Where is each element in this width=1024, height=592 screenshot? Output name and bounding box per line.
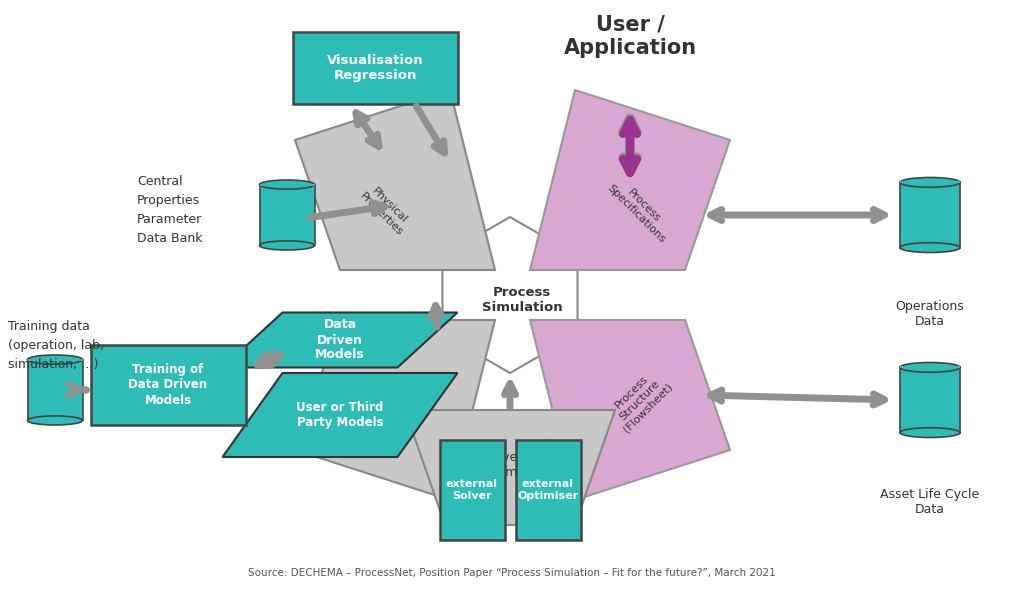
Text: User /
Application: User / Application xyxy=(563,15,696,58)
Polygon shape xyxy=(222,313,458,368)
Text: User or Third
Party Models: User or Third Party Models xyxy=(296,401,384,429)
Polygon shape xyxy=(222,373,458,457)
Ellipse shape xyxy=(28,355,83,364)
Text: Training of
Data Driven
Models: Training of Data Driven Models xyxy=(128,363,208,407)
FancyBboxPatch shape xyxy=(293,32,458,104)
Ellipse shape xyxy=(900,178,961,187)
Polygon shape xyxy=(530,90,730,270)
Polygon shape xyxy=(442,217,578,373)
FancyBboxPatch shape xyxy=(900,368,961,433)
Text: Process
Unit Models: Process Unit Models xyxy=(359,374,421,436)
Text: Operations
Data: Operations Data xyxy=(896,300,965,328)
Text: Process
Simulation: Process Simulation xyxy=(481,286,562,314)
Ellipse shape xyxy=(900,428,961,437)
Polygon shape xyxy=(295,320,495,500)
Polygon shape xyxy=(406,410,615,525)
Ellipse shape xyxy=(259,180,314,189)
Text: Visualisation
Regression: Visualisation Regression xyxy=(327,54,423,82)
FancyBboxPatch shape xyxy=(259,184,314,185)
Polygon shape xyxy=(295,90,495,270)
Ellipse shape xyxy=(259,241,314,250)
Ellipse shape xyxy=(900,362,961,372)
FancyBboxPatch shape xyxy=(900,366,961,368)
FancyBboxPatch shape xyxy=(515,440,581,540)
Ellipse shape xyxy=(28,416,83,425)
Text: Central
Properties
Parameter
Data Bank: Central Properties Parameter Data Bank xyxy=(137,175,203,245)
Text: Physical
Properties: Physical Properties xyxy=(357,182,413,237)
FancyBboxPatch shape xyxy=(28,359,83,420)
Polygon shape xyxy=(530,320,730,500)
Ellipse shape xyxy=(900,243,961,253)
FancyBboxPatch shape xyxy=(900,182,961,247)
Text: external
Solver: external Solver xyxy=(446,479,498,501)
Text: Process
Structure
(Flowsheet): Process Structure (Flowsheet) xyxy=(605,365,675,435)
Text: external
Optimiser: external Optimiser xyxy=(517,479,579,501)
FancyBboxPatch shape xyxy=(900,181,961,184)
FancyBboxPatch shape xyxy=(90,345,246,425)
Text: Solver &
Optimiser: Solver & Optimiser xyxy=(479,451,541,479)
Text: Asset Life Cycle
Data: Asset Life Cycle Data xyxy=(881,488,980,516)
FancyBboxPatch shape xyxy=(28,359,83,361)
Text: Data
Driven
Models: Data Driven Models xyxy=(315,318,365,362)
FancyBboxPatch shape xyxy=(439,440,505,540)
Text: Training data
(operation, lab,
simulation, …): Training data (operation, lab, simulatio… xyxy=(8,320,104,371)
Text: Source: DECHEMA – ProcessNet, Position Paper “Process Simulation – Fit for the f: Source: DECHEMA – ProcessNet, Position P… xyxy=(248,568,776,578)
Text: Process
Specifications: Process Specifications xyxy=(605,175,675,245)
FancyBboxPatch shape xyxy=(259,185,314,246)
